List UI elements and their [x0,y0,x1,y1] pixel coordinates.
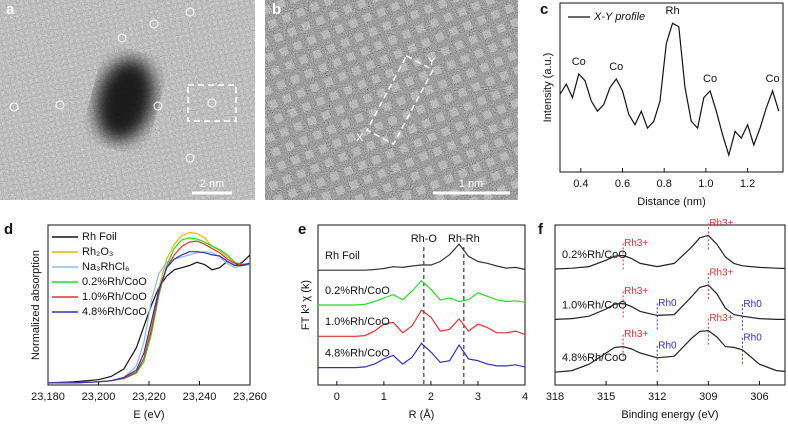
scale-label: 2 nm [200,178,224,190]
annotation: Co [609,61,623,73]
x-tick-label: 23,240 [183,391,217,403]
annotation: Co [572,56,586,68]
legend-label: X-Y profile [593,11,645,23]
series-label: Rh Foil [325,250,360,262]
series-label: 1.0%Rh/CoO [562,299,627,311]
plot-frame [559,2,784,173]
series-label: 0.2%Rh/CoO [325,285,390,297]
lattice [265,0,518,200]
x-tick-label: 4 [522,391,528,403]
x-tick-label: 23,180 [31,391,65,403]
legend-label: Rh Foil [82,231,117,243]
x-axis-label: Distance (nm) [637,196,705,208]
micrograph-b: X Y 1 nm b [265,0,518,200]
data-line [554,329,786,373]
atom-circles [9,7,217,163]
x-tick-label: 0 [334,391,340,403]
data-line [47,254,251,384]
peak-label: Rh3+ [624,238,648,249]
x-tick-label: 0.6 [615,178,630,190]
data-line [554,284,785,320]
legend-label: Na₃RhCl₆ [82,261,129,273]
x-axis-label: E (eV) [133,409,164,421]
peak-label: Rh0 [743,299,762,310]
plot-frame [554,224,786,386]
series-label: 4.8%Rh/CoO [562,352,627,364]
x-tick-label: 23,260 [233,391,267,403]
marker-label: Y [428,56,436,68]
x-tick-label: 0.8 [657,178,672,190]
legend-label: Rh₂O₃ [82,246,113,258]
x-tick-label: 1.2 [740,178,755,190]
panel-label: a [6,1,15,18]
data-line [554,234,786,270]
x-tick-label: 315 [597,391,615,403]
annotation: Co [703,73,717,85]
x-axis-label: R (Å) [409,408,435,421]
data-line [318,243,526,271]
x-tick-label: 309 [699,391,717,403]
series-label: 0.2%Rh/CoO [562,249,627,261]
y-axis-label: FT k³ χ (k) [300,280,312,330]
peak-label: Rh3+ [709,268,733,279]
x-tick-label: 306 [750,391,768,403]
panel-label: d [4,221,13,238]
legend-label: 4.8%Rh/CoO [82,306,147,318]
data-line [48,251,251,384]
y-axis-label: Normalized absorption [30,250,42,360]
dark-region [95,58,155,142]
y-axis-label: Intensity (a.u.) [542,53,554,123]
panel-label: e [298,221,306,238]
peak-label: Rh0 [658,340,677,351]
x-tick-label: 3 [475,391,481,403]
data-line [318,309,526,337]
panel-label: f [538,221,544,238]
marker-label: X [356,132,364,144]
data-line [318,279,526,306]
peak-label: Rh3+ [709,313,733,324]
x-tick-label: 23,200 [82,391,116,403]
annotation: Co [766,73,780,85]
legend-label: 1.0%Rh/CoO [82,291,147,303]
series-label: 4.8%Rh/CoO [325,348,390,360]
data-line [318,342,526,369]
scale-label: 1 nm [459,178,483,190]
reference-label: Rh-Rh [448,233,480,245]
peak-label: Rh3+ [624,329,648,340]
x-tick-label: 312 [648,391,666,403]
micrograph-a: 2 nm a [0,0,255,200]
peak-label: Rh0 [743,332,762,343]
x-tick-label: 318 [546,391,564,403]
series-label: 1.0%Rh/CoO [325,316,390,328]
x-tick-label: 1 [381,391,387,403]
x-tick-label: 2 [428,391,434,403]
selection-box [187,84,237,122]
x-tick-label: 0.4 [573,178,588,190]
panel-label: c [540,1,548,18]
data-line [48,251,251,384]
data-line [48,231,251,384]
legend-label: 0.2%Rh/CoO [82,276,147,288]
reference-label: Rh-O [411,233,438,245]
panel-label: b [272,1,281,18]
peak-label: Rh3+ [709,218,733,229]
data-line [559,22,780,158]
peak-label: Rh0 [658,298,677,309]
peak-label: Rh3+ [624,286,648,297]
x-axis-label: Binding energy (eV) [621,409,718,421]
annotation: Rh [666,5,680,17]
x-tick-label: 23,220 [132,391,166,403]
x-tick-label: 1.0 [698,178,713,190]
